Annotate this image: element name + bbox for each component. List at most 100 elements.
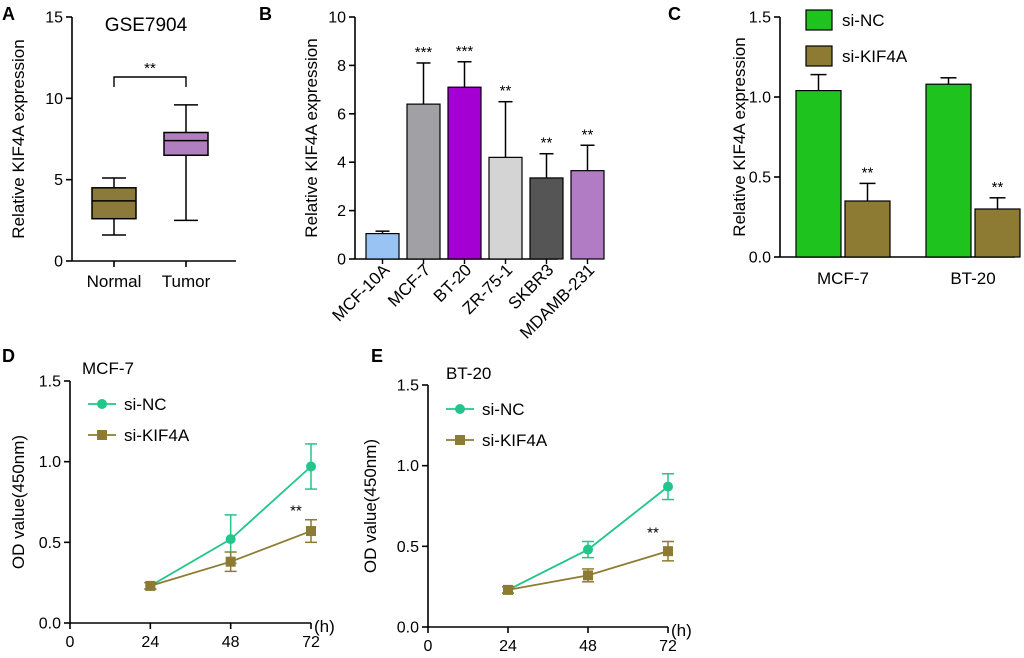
bar-mcf-10a	[365, 232, 400, 260]
y-tick-label: 10	[328, 10, 346, 27]
legend-marker	[455, 404, 465, 414]
y-tick-label: 1.0	[749, 90, 771, 107]
y-tick-label: 1.5	[749, 10, 771, 27]
legend-marker	[97, 399, 107, 409]
bar-si-kif4a-bt-20	[974, 208, 1021, 258]
chart-title: BT-20	[446, 364, 491, 383]
significance-label: **	[992, 179, 1004, 196]
bar-si-nc-mcf-7	[795, 89, 842, 258]
x-tick-label: MCF-7	[384, 260, 434, 310]
x-tick-label: MCF-7	[817, 269, 869, 288]
y-axis-label: Relative KIF4A expression	[302, 38, 321, 237]
significance-label: **	[862, 164, 874, 181]
bar-si-nc-bt-20	[925, 83, 972, 258]
x-axis-unit: (h)	[671, 621, 692, 640]
y-tick-label: 4	[337, 155, 346, 172]
panel-letter: B	[259, 4, 272, 24]
legend-swatch-si-kif4a	[805, 45, 833, 67]
y-tick-label: 1.0	[39, 454, 61, 471]
y-axis-label: OD value(450nm)	[9, 435, 28, 569]
panel-d: D 0.0 0.5 1.0 1.5 OD value(450nm) 0 24 48 72(h) MC…	[2, 346, 335, 651]
legend-label: si-NC	[842, 11, 885, 30]
data-point	[583, 570, 593, 581]
panel-letter: E	[371, 346, 383, 366]
y-tick-label: 0	[337, 252, 346, 269]
x-axis-unit: (h)	[314, 617, 335, 636]
x-tick-label: BT-20	[950, 269, 995, 288]
bar-mdamb-231	[570, 170, 605, 260]
y-tick-label: 0.0	[39, 616, 61, 633]
y-axis-label: OD value(450nm)	[361, 439, 380, 573]
data-point	[663, 546, 673, 557]
y-tick-label: 0.0	[749, 250, 771, 267]
data-point	[306, 526, 316, 537]
bar-bt-20	[447, 86, 482, 260]
y-tick-label: 0	[54, 254, 63, 271]
significance-label: **	[290, 503, 302, 520]
x-tick-label: 72	[302, 634, 320, 651]
data-point	[503, 584, 513, 595]
significance-label: ***	[415, 44, 433, 61]
chart-title: MCF-7	[82, 359, 134, 378]
data-point	[306, 461, 316, 472]
bar-skbr3	[529, 177, 564, 260]
bar-si-kif4a-mcf-7	[844, 200, 891, 258]
x-tick-label: 24	[499, 638, 517, 655]
legend-marker	[97, 430, 107, 440]
data-point	[225, 534, 236, 545]
x-tick-label: 72	[659, 638, 677, 655]
legend-swatch-si-nc	[805, 9, 833, 31]
y-tick-label: 8	[337, 58, 346, 75]
bar-zr-75-1	[488, 156, 523, 260]
legend-label: si-NC	[482, 400, 525, 419]
significance-label: **	[541, 135, 553, 152]
x-tick-label: 48	[222, 634, 240, 651]
y-tick-label: 5	[54, 172, 63, 189]
panel-e: E 0.0 0.5 1.0 1.5 OD value(450nm) 0 24 48 72(h) BT…	[361, 346, 692, 655]
y-tick-label: 1.5	[39, 374, 61, 391]
box-normal	[91, 187, 137, 220]
legend-label: si-NC	[124, 395, 167, 414]
panel-letter: C	[668, 4, 681, 24]
data-point	[145, 580, 156, 591]
panel-a: A 0 5 10 15 Relative KIF4A expression GSE7904 N…	[2, 4, 236, 291]
x-tick-label: 0	[66, 634, 75, 651]
legend-label: si-KIF4A	[842, 47, 908, 66]
data-point	[225, 556, 236, 567]
bar-mcf-7	[406, 103, 441, 260]
significance-label: **	[582, 126, 594, 143]
y-tick-label: 1.0	[397, 458, 419, 475]
x-tick-label: 0	[424, 638, 433, 655]
y-tick-label: 6	[337, 106, 346, 123]
y-tick-label: 0.5	[39, 535, 61, 552]
x-tick-label: Tumor	[162, 272, 211, 291]
data-point	[583, 544, 593, 555]
panel-letter: A	[2, 4, 15, 24]
panel-b: B 0 2 4 6 8 10 Relative KIF4A expression MCF-10A…	[259, 4, 605, 343]
y-axis-label: Relative KIF4A expression	[730, 37, 749, 236]
x-tick-label: MCF-10A	[328, 260, 393, 325]
y-tick-label: 10	[45, 91, 63, 108]
x-tick-label: 24	[141, 634, 159, 651]
box-tumor	[163, 131, 209, 157]
y-axis-label: Relative KIF4A expression	[9, 39, 28, 238]
legend-label: si-KIF4A	[482, 431, 548, 450]
significance-label: ***	[456, 43, 474, 60]
panel-letter: D	[2, 346, 15, 366]
legend-marker	[455, 435, 465, 445]
significance-label: **	[144, 60, 156, 77]
y-tick-label: 1.5	[397, 378, 419, 395]
x-tick-label: Normal	[87, 272, 142, 291]
significance-label: **	[500, 83, 512, 100]
x-tick-label: 48	[579, 638, 597, 655]
chart-title: GSE7904	[105, 15, 188, 36]
y-tick-label: 2	[337, 203, 346, 220]
significance-bracket	[113, 76, 187, 87]
significance-label: **	[647, 524, 659, 541]
y-tick-label: 15	[45, 10, 63, 27]
data-point	[663, 481, 673, 492]
y-tick-label: 0.0	[397, 620, 419, 637]
y-tick-label: 0.5	[397, 539, 419, 556]
